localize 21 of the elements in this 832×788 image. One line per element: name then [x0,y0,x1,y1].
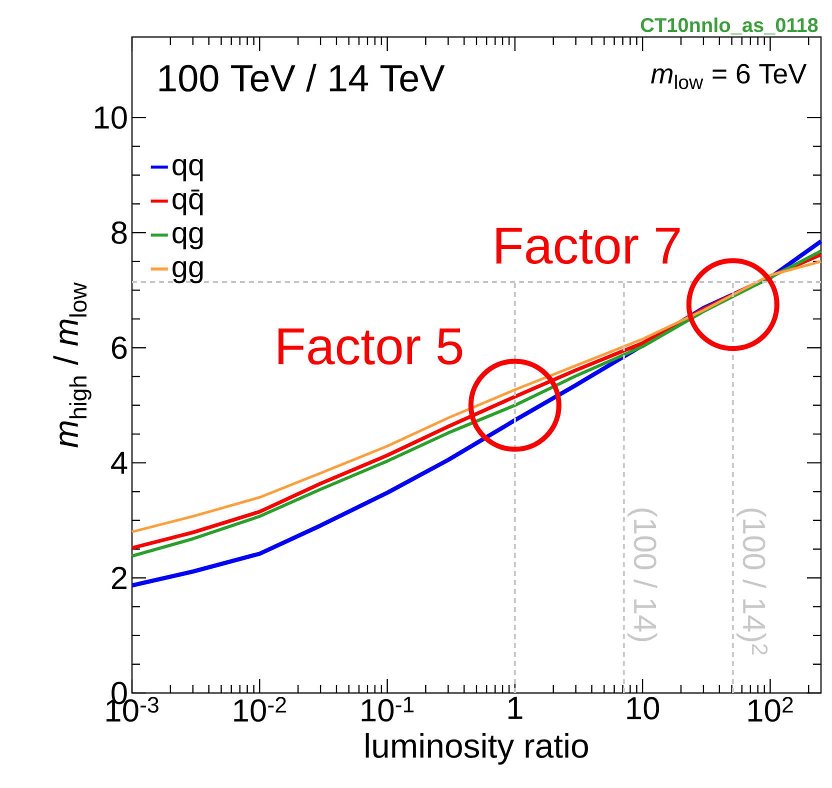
legend-label: qq̄ [172,190,203,216]
legend-title: 100 TeV / 14 TeV [159,64,445,92]
x-tick-label: 1 [508,696,522,719]
y-tick-label: 2 [112,566,126,590]
legend-label: qg [172,226,203,250]
x-tick-label: 10$^{-2}$ [234,696,286,722]
annotation: Factor 5 [278,328,462,365]
legend-label: qq [172,159,203,182]
y-tick-label: 6 [112,336,127,360]
y-axis-title: m$_{high}$ / m$_{low}$ [53,282,92,448]
y-tick-label: 4 [111,452,128,474]
y-tick-label: 10 [95,106,127,129]
x-tick-label: 10 [627,696,660,720]
text: CT10nnlo_as_0118 [640,18,818,34]
x-axis-title: luminosity ratio [366,733,588,765]
legend-label: gg [172,261,203,284]
x-tick-label: 10$^{-1}$ [362,696,414,722]
x-tick-label: 10$^{2}$ [748,696,793,722]
annotation: m$_{low}$ = 6 TeV [651,64,807,90]
y-tick-label: 8 [112,221,127,244]
annotation: Factor 7 [496,228,680,264]
